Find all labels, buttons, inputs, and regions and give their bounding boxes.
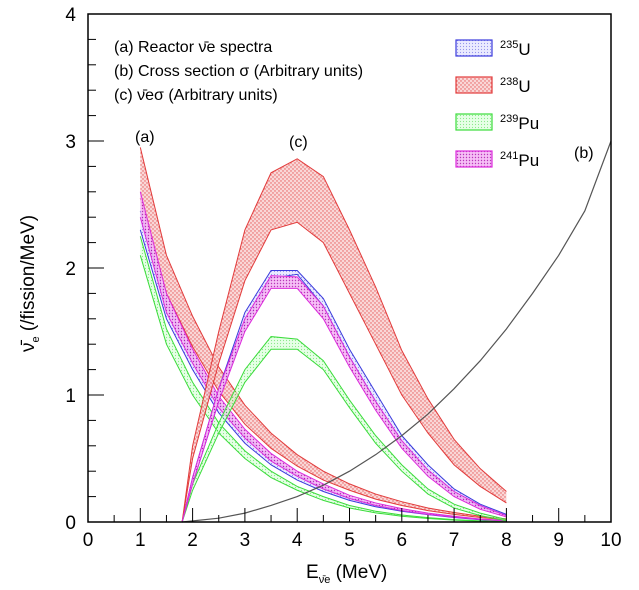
product-high-U238: [181, 158, 507, 523]
x-tick-label: 5: [344, 530, 355, 551]
x-tick-label: 10: [600, 530, 621, 551]
curve-label-c: (c): [289, 134, 308, 151]
x-tick-label: 2: [187, 530, 198, 551]
spectrum-low-U238: [139, 198, 507, 521]
x-tick-label: 1: [135, 530, 146, 551]
product-low-U238: [181, 221, 507, 523]
x-tick-label: 6: [397, 530, 408, 551]
x-axis-title: Eν̄e (MeV): [306, 562, 387, 586]
product-band-U238: [182, 158, 507, 522]
legend-entry-U238: 238U: [455, 76, 531, 96]
legend-label-Pu241: 241Pu: [500, 150, 539, 170]
curve-label-a: (a): [135, 129, 155, 146]
x-tick-label: 9: [553, 530, 564, 551]
y-tick-label: 1: [65, 386, 76, 407]
annotation-a: (a) Reactor ν̄e spectra: [114, 39, 272, 56]
legend-label-U238: 238U: [500, 76, 531, 96]
y-axis-title: ν̄e (/fission/MeV): [18, 215, 42, 352]
y-tick-label: 4: [65, 5, 76, 26]
product-high-Pu239: [181, 336, 507, 523]
spectrum-low-Pu241: [139, 217, 507, 522]
legend-label-U235: 235U: [500, 39, 531, 59]
legend: 235U 238U 239Pu 241Pu: [455, 39, 539, 170]
legend-swatch-Pu239: [455, 113, 493, 131]
product-high-Pu241: [181, 275, 507, 523]
legend-swatch-U235: [455, 39, 493, 57]
annotation-c: (c) ν̄eσ (Arbitrary units): [114, 87, 278, 104]
legend-swatch-Pu241: [455, 150, 493, 168]
plot-area: [139, 140, 612, 523]
spectrum-high-Pu241: [139, 191, 507, 521]
x-tick-label: 7: [449, 530, 460, 551]
x-tick-label: 3: [240, 530, 251, 551]
legend-entry-Pu239: 239Pu: [455, 113, 539, 133]
product-low-Pu241: [181, 287, 507, 523]
x-tick-label: 0: [83, 530, 94, 551]
product-low-Pu239: [181, 348, 507, 523]
curve-label-b: (b): [574, 145, 594, 162]
legend-swatch-U238: [455, 76, 493, 94]
y-tick-label: 0: [65, 513, 76, 534]
annotation-b: (b) Cross section σ (Arbitrary units): [114, 63, 363, 80]
legend-entry-Pu241: 241Pu: [455, 150, 539, 170]
spectrum-high-Pu239: [139, 236, 507, 522]
cross-section-curve: [182, 140, 612, 523]
y-tick-label: 3: [65, 132, 76, 153]
spectrum-high-U238: [139, 147, 507, 520]
legend-entry-U235: 235U: [455, 39, 531, 59]
x-tick-label: 4: [292, 530, 303, 551]
y-axis: 0 1 2 3 4: [65, 5, 104, 534]
legend-label-Pu239: 239Pu: [500, 113, 539, 133]
y-tick-label: 2: [65, 259, 76, 280]
x-tick-label: 8: [501, 530, 512, 551]
x-axis: 0 1 2 3 4 5 6 7 8 9 10: [83, 508, 622, 551]
